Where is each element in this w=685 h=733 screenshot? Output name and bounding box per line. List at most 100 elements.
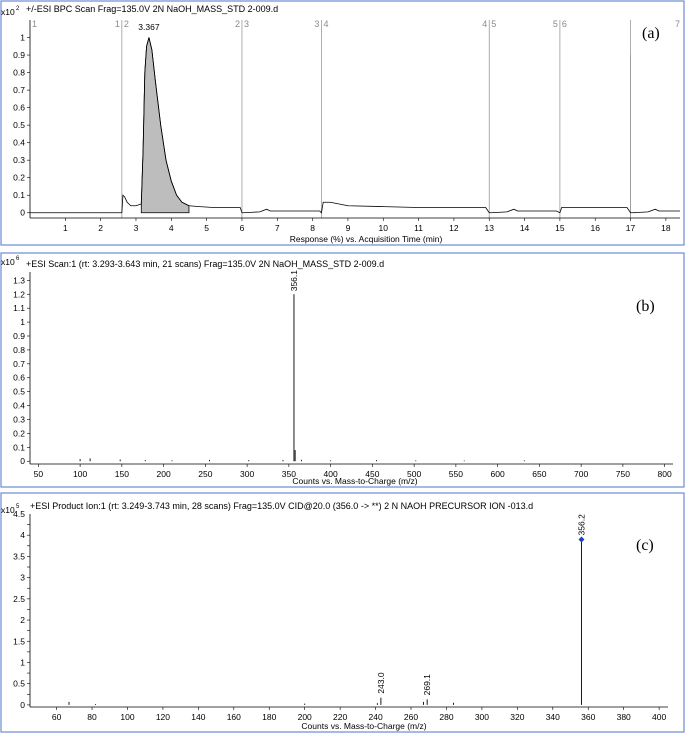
chart-b-x-tick-label: 100 bbox=[73, 469, 87, 479]
chart-a-svg: x10 2 +/-ESI BPC Scan Frag=135.0V 2N NaO… bbox=[0, 0, 685, 246]
chart-a-segment-right-label: 3 bbox=[244, 19, 249, 29]
chart-c-x-tick-label: 380 bbox=[617, 712, 631, 722]
chart-a-y-tick-label: 0.8 bbox=[13, 68, 25, 78]
chart-a-xlabel: Response (%) vs. Acquisition Time (min) bbox=[290, 234, 443, 244]
chart-b-x-tick-label: 550 bbox=[449, 469, 463, 479]
chart-a-y-tick-label: 0.2 bbox=[13, 173, 25, 183]
chart-c-panel-label: (c) bbox=[636, 537, 654, 554]
chart-b-x-tick-label: 200 bbox=[157, 469, 171, 479]
chart-b-y-tick-label: 0 bbox=[20, 456, 25, 466]
chart-b-y-tick-label: 0.4 bbox=[13, 401, 25, 411]
chart-c-peak-label: 269.1 bbox=[422, 674, 432, 696]
chart-a-x-tick-label: 10 bbox=[379, 223, 389, 233]
chart-b-multiplier-exp: 6 bbox=[16, 256, 20, 262]
chart-b-y-tick-label: 0.2 bbox=[13, 428, 25, 438]
chart-c-x-tick-label: 140 bbox=[191, 712, 205, 722]
chart-b-x-tick-label: 500 bbox=[407, 469, 421, 479]
chart-a-segment-left-label: 4 bbox=[482, 19, 487, 29]
chart-c-x-tick-label: 240 bbox=[368, 712, 382, 722]
chart-a-peak-area bbox=[140, 37, 190, 214]
chart-a-x-tick-label: 16 bbox=[590, 223, 600, 233]
chart-a-segment-right-label: 6 bbox=[562, 19, 567, 29]
chart-a-y-tick-label: 1 bbox=[20, 33, 25, 43]
chart-c-y-tick-label: 4 bbox=[20, 530, 25, 540]
chart-a-multiplier-exp: 2 bbox=[16, 6, 20, 12]
chart-c-multiplier-exp: 5 bbox=[16, 504, 20, 510]
chart-c-y-tick-label: 1 bbox=[20, 657, 25, 667]
chart-c-y-tick-label: 3.5 bbox=[13, 551, 25, 561]
chart-a-x-tick-label: 8 bbox=[310, 223, 315, 233]
chart-a-segment-left-label: 3 bbox=[314, 19, 319, 29]
chart-a-x-tick-label: 1 bbox=[63, 223, 68, 233]
chart-a-segment-right-label: 4 bbox=[323, 19, 328, 29]
chart-a-y-tick-label: 0.4 bbox=[13, 138, 25, 148]
chart-c-svg: x10 5 +ESI Product Ion:1 (rt: 3.249-3.74… bbox=[0, 492, 685, 733]
chart-a-segment-left-label: 1 bbox=[115, 19, 120, 29]
chart-a-multiplier: x10 bbox=[1, 7, 15, 17]
chart-a-x-tick-label: 17 bbox=[626, 223, 636, 233]
chart-c-x-tick-label: 80 bbox=[87, 712, 97, 722]
chart-c-x-tick-label: 260 bbox=[404, 712, 418, 722]
chart-a-x-tick-label: 18 bbox=[661, 223, 671, 233]
chart-b-y-tick-label: 0.6 bbox=[13, 373, 25, 383]
chart-a-x-tick-label: 9 bbox=[346, 223, 351, 233]
chart-panel-c: x10 5 +ESI Product Ion:1 (rt: 3.249-3.74… bbox=[0, 492, 685, 733]
chart-c-y-tick-label: 2.5 bbox=[13, 594, 25, 604]
chart-c-y-tick-label: 0.5 bbox=[13, 679, 25, 689]
chart-a-x-tick-label: 14 bbox=[520, 223, 530, 233]
chart-a-segment-right-label: 1 bbox=[32, 19, 37, 29]
chart-c-x-tick-label: 160 bbox=[227, 712, 241, 722]
chart-b-y-tick-label: 0.3 bbox=[13, 414, 25, 424]
chart-c-title: +ESI Product Ion:1 (rt: 3.249-3.743 min,… bbox=[30, 501, 533, 511]
chart-a-x-tick-label: 11 bbox=[414, 223, 423, 233]
chart-c-x-tick-label: 320 bbox=[510, 712, 524, 722]
chart-c-x-tick-label: 100 bbox=[120, 712, 134, 722]
chart-a-x-tick-label: 3 bbox=[134, 223, 139, 233]
chart-c-x-tick-label: 360 bbox=[581, 712, 595, 722]
chart-b-frame bbox=[0, 252, 685, 488]
chart-b-svg: x10 6 +ESI Scan:1 (rt: 3.293-3.643 min, … bbox=[0, 252, 685, 488]
chart-b-x-tick-label: 650 bbox=[532, 469, 546, 479]
chart-c-precursor-marker bbox=[578, 536, 585, 543]
chart-a-x-tick-label: 6 bbox=[240, 223, 245, 233]
chart-b-y-tick-label: 0.1 bbox=[13, 442, 25, 452]
chart-a-segment-right-label: 7 bbox=[675, 19, 680, 29]
chart-panel-a: x10 2 +/-ESI BPC Scan Frag=135.0V 2N NaO… bbox=[0, 0, 685, 246]
chart-c-x-tick-label: 220 bbox=[333, 712, 347, 722]
chart-b-x-tick-label: 400 bbox=[324, 469, 338, 479]
chart-a-title: +/-ESI BPC Scan Frag=135.0V 2N NaOH_MASS… bbox=[26, 4, 278, 14]
chart-b-y-tick-label: 1.2 bbox=[13, 289, 25, 299]
chart-b-panel-label: (b) bbox=[636, 298, 655, 315]
chart-a-frame bbox=[0, 0, 685, 246]
chart-c-x-tick-label: 280 bbox=[439, 712, 453, 722]
chart-b-y-tick-label: 0.8 bbox=[13, 345, 25, 355]
chart-a-x-tick-label: 2 bbox=[98, 223, 103, 233]
chart-b-x-tick-label: 600 bbox=[491, 469, 505, 479]
chart-c-x-tick-label: 400 bbox=[652, 712, 666, 722]
chart-c-x-tick-label: 180 bbox=[262, 712, 276, 722]
chart-c-y-tick-label: 1.5 bbox=[13, 636, 25, 646]
chart-b-x-tick-label: 800 bbox=[658, 469, 672, 479]
chart-a-y-tick-label: 0.6 bbox=[13, 103, 25, 113]
chart-b-y-tick-label: 0.5 bbox=[13, 387, 25, 397]
chart-c-peak-label: 243.0 bbox=[376, 672, 386, 694]
chart-b-y-tick-label: 0.7 bbox=[13, 359, 25, 369]
chart-b-title: +ESI Scan:1 (rt: 3.293-3.643 min, 21 sca… bbox=[26, 259, 384, 269]
chart-c-x-tick-label: 340 bbox=[546, 712, 560, 722]
chart-c-y-tick-label: 0 bbox=[20, 700, 25, 710]
chart-c-frame bbox=[0, 492, 685, 733]
chart-a-y-tick-label: 0.5 bbox=[13, 120, 25, 130]
chart-b-x-tick-label: 50 bbox=[34, 469, 44, 479]
chart-a-x-tick-label: 15 bbox=[555, 223, 565, 233]
chart-b-y-tick-label: 0.9 bbox=[13, 331, 25, 341]
chart-b-x-tick-label: 250 bbox=[198, 469, 212, 479]
chart-a-segment-left-label: 5 bbox=[553, 19, 558, 29]
chart-c-x-tick-label: 120 bbox=[156, 712, 170, 722]
chart-b-x-tick-label: 150 bbox=[115, 469, 129, 479]
chart-panel-b: x10 6 +ESI Scan:1 (rt: 3.293-3.643 min, … bbox=[0, 252, 685, 488]
chart-b-y-tick-label: 1.3 bbox=[13, 275, 25, 285]
chart-c-x-tick-label: 300 bbox=[475, 712, 489, 722]
chart-b-peak-label: 356.1 bbox=[289, 270, 299, 292]
chart-c-y-tick-label: 3 bbox=[20, 573, 25, 583]
chart-c-x-tick-label: 200 bbox=[298, 712, 312, 722]
